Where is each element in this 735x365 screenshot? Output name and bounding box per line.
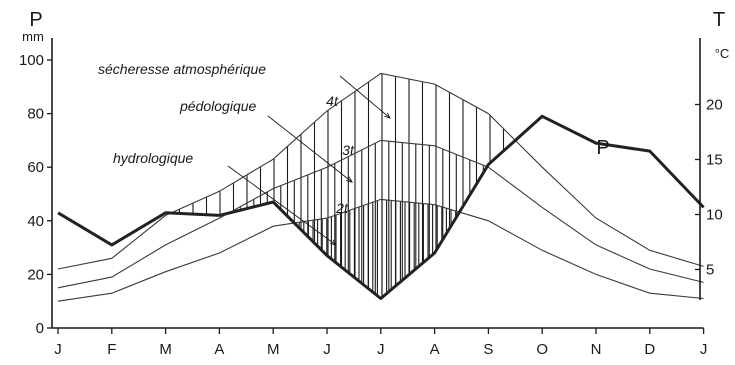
- drought-hatching: [178, 73, 505, 298]
- x-tick-label: S: [483, 341, 493, 358]
- x-tick-label: A: [430, 341, 440, 358]
- left-tick-label: 0: [36, 320, 44, 337]
- x-tick-label: M: [267, 341, 280, 358]
- left-tick-label: 100: [19, 52, 44, 69]
- x-tick-label: J: [54, 341, 62, 358]
- curve-3t: [57, 139, 704, 289]
- x-tick-label: J: [323, 341, 331, 358]
- left-tick-label: 40: [27, 213, 44, 230]
- curve-precipitation: [57, 114, 705, 300]
- leader-hydrological: [227, 165, 337, 246]
- curve-2t: [57, 198, 704, 302]
- right-tick-label: 15: [706, 152, 723, 169]
- series-label-2t: 2t: [335, 200, 349, 216]
- x-tick-label: D: [644, 341, 655, 358]
- right-axis-title: T: [713, 9, 725, 31]
- leader-atmospheric-head: [384, 112, 391, 119]
- left-tick-label: 80: [27, 106, 44, 123]
- left-axis-title: P: [29, 9, 42, 31]
- curves: [57, 72, 705, 302]
- axes: 0 20 40 60 80 100 5 10 15 20 J F M A M J J A S O N D J: [19, 38, 723, 358]
- series-label-3t: 3t: [342, 142, 355, 158]
- x-tick-label: M: [159, 341, 172, 358]
- x-tick-label: O: [536, 341, 548, 358]
- curve-4t: [57, 72, 704, 270]
- left-tick-label: 20: [27, 266, 44, 283]
- annotation-hydrological: hydrologique: [113, 150, 193, 166]
- right-tick-label: 5: [706, 262, 714, 279]
- leader-atmospheric: [339, 75, 391, 119]
- series-label-p: P: [596, 137, 609, 159]
- x-tick-label: J: [700, 341, 708, 358]
- series-label-4t: 4t: [326, 93, 339, 109]
- left-axis-unit: mm: [22, 29, 44, 44]
- x-tick-label: N: [591, 341, 602, 358]
- x-tick-label: J: [377, 341, 385, 358]
- leader-pedological-head: [346, 176, 353, 183]
- x-tick-label: F: [107, 341, 116, 358]
- leader-hydrological-head: [330, 239, 337, 246]
- annotation-pedological: pédologique: [179, 98, 257, 114]
- right-tick-label: 20: [706, 97, 723, 114]
- right-axis-unit: °C: [715, 46, 730, 61]
- left-tick-label: 60: [27, 159, 44, 176]
- right-tick-label: 10: [706, 207, 723, 224]
- leader-pedological: [267, 115, 353, 183]
- x-tick-label: A: [214, 341, 224, 358]
- annotation-atmospheric: sécheresse atmosphérique: [98, 61, 266, 77]
